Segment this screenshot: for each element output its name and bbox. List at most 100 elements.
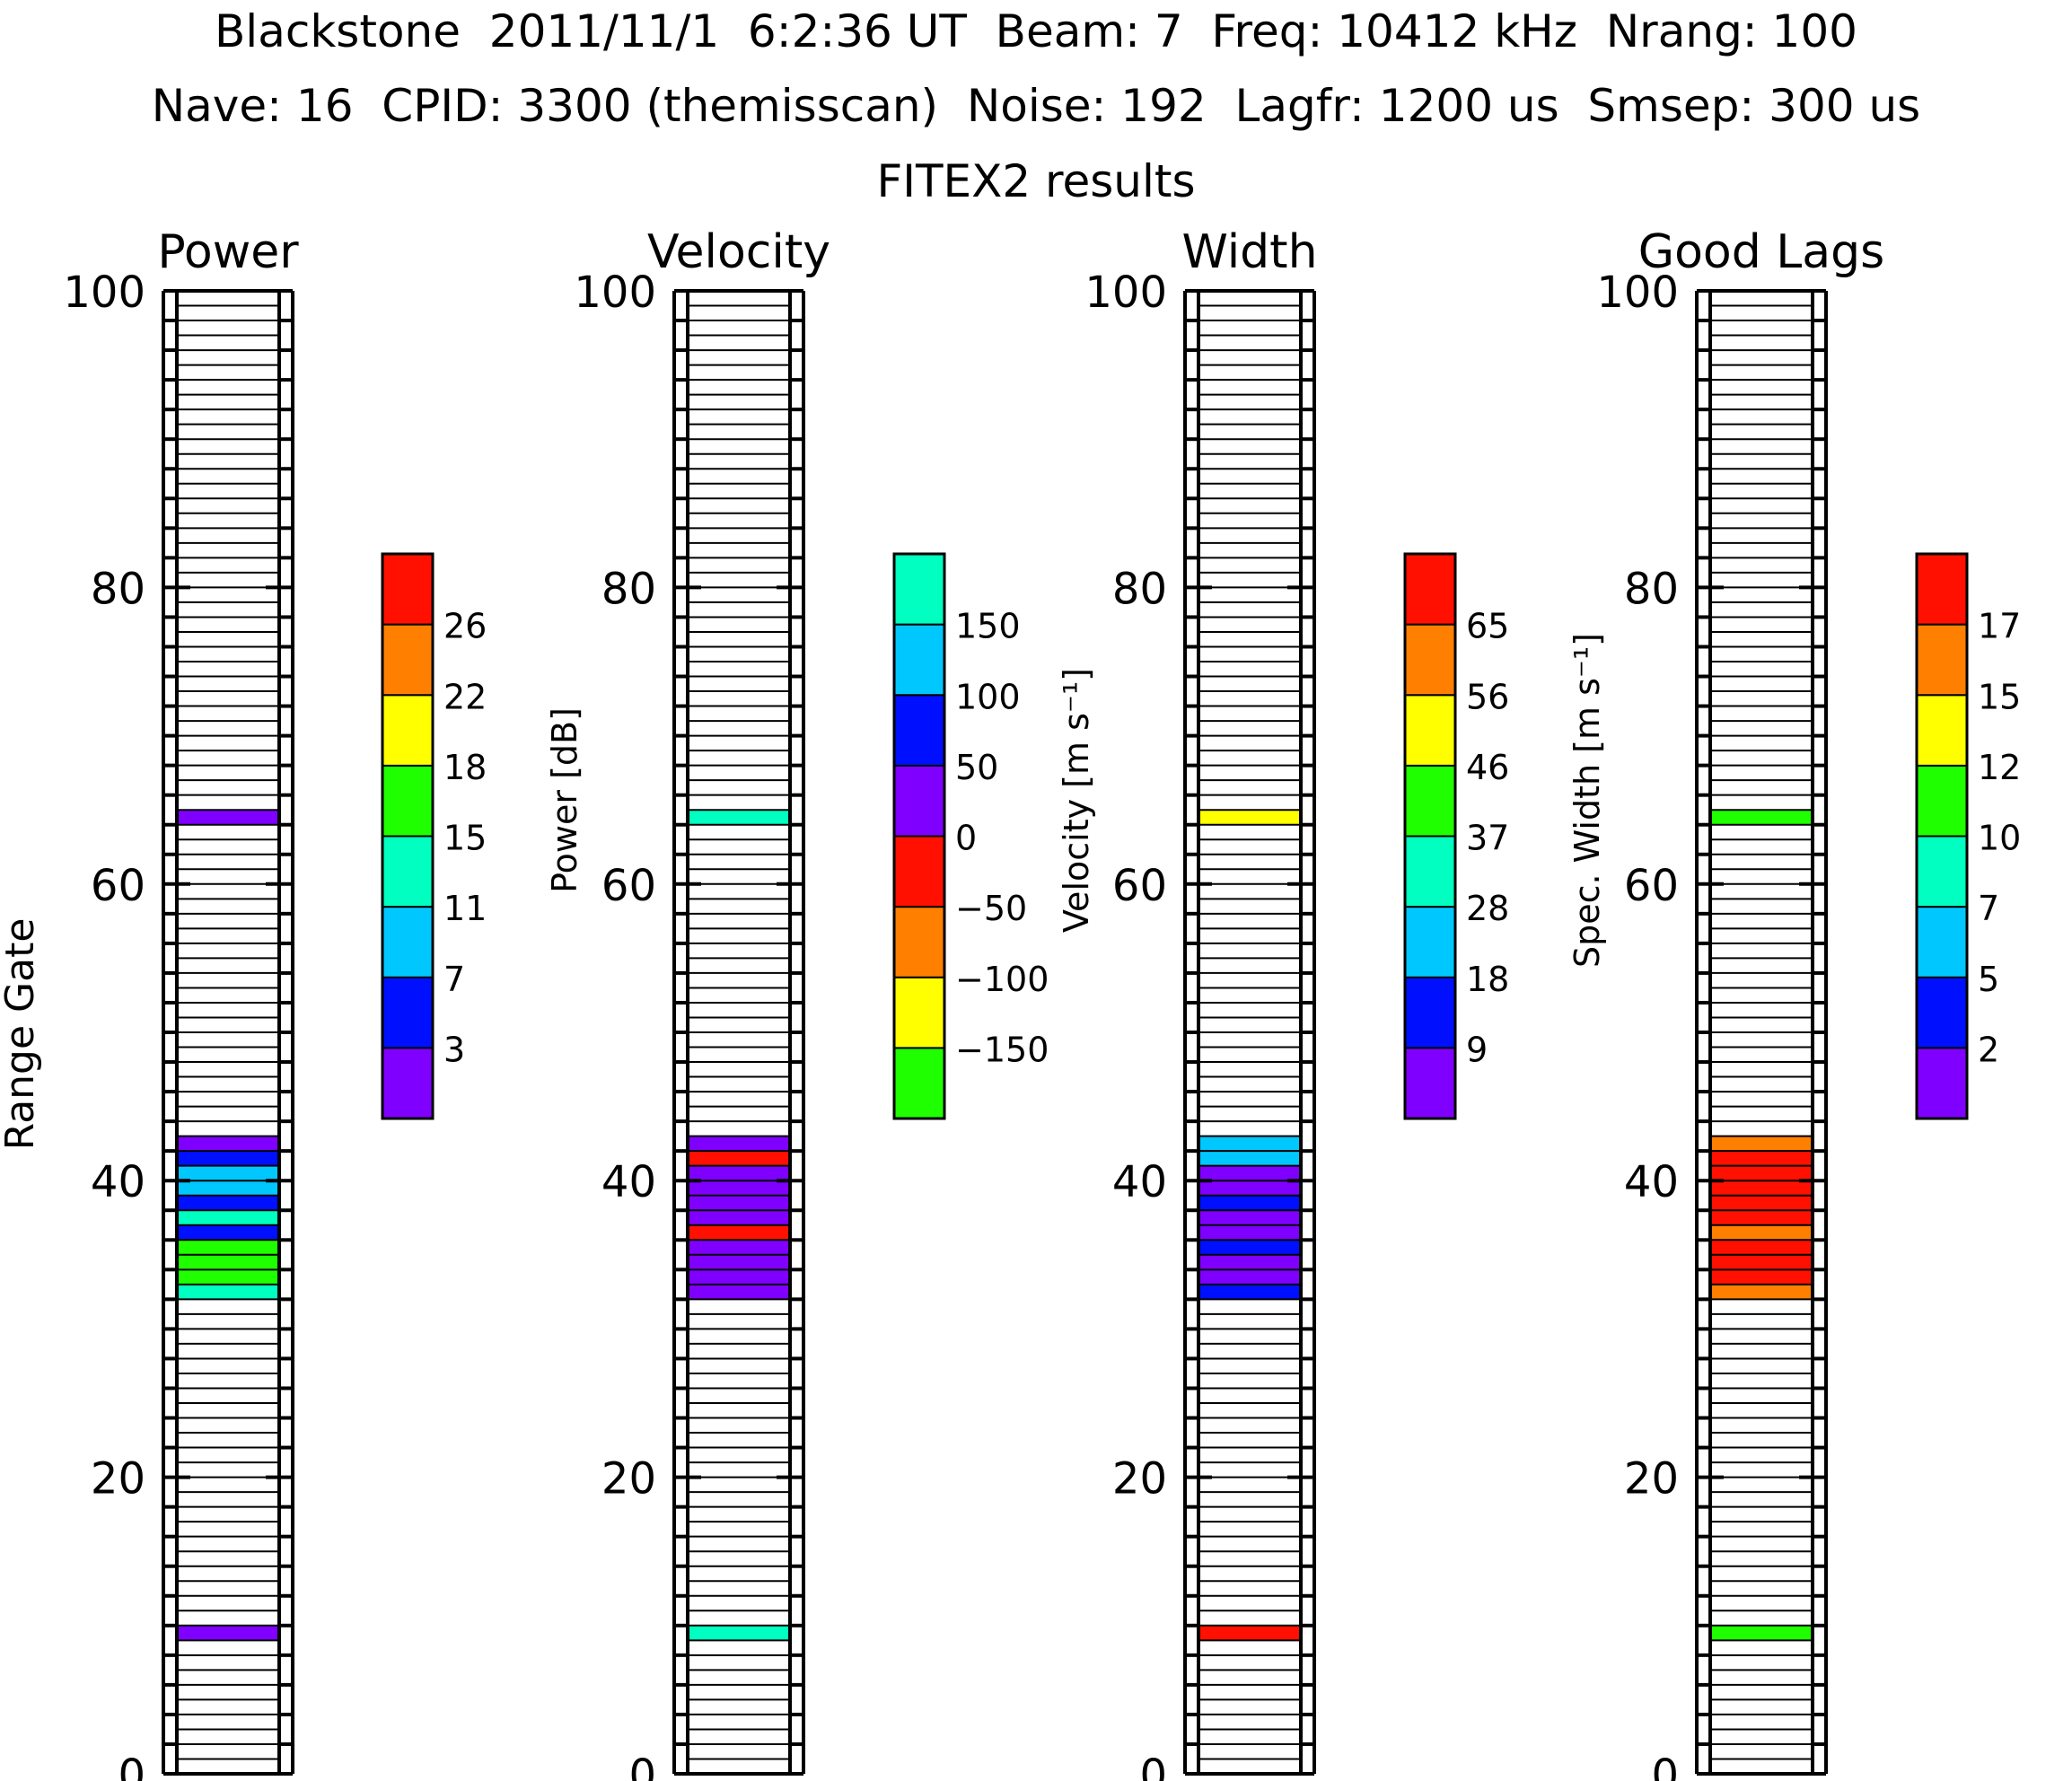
gate-cell — [177, 810, 279, 825]
panel-2: Width 0 20 40 60 80 100 9 18 28 37 46 56 65 Spec. Widt… — [1084, 225, 1607, 1781]
colorbar-tick-label: 37 — [1466, 819, 1509, 858]
gate-cell — [177, 1180, 279, 1196]
gate-cell — [177, 1625, 279, 1641]
gate-cell — [1198, 1254, 1301, 1270]
header-results-line: FITEX2 results — [876, 155, 1196, 207]
gate-cell — [1198, 1224, 1301, 1241]
gate-cell — [1198, 1210, 1301, 1225]
colorbar-bin — [1404, 694, 1456, 767]
y-tick-label: 80 — [1112, 564, 1167, 614]
colorbar-bin — [1404, 906, 1456, 978]
y-tick-label: 0 — [1139, 1750, 1167, 1781]
gate-cell — [1710, 1180, 1813, 1196]
colorbar-title: Power [dB] — [545, 707, 584, 893]
colorbar-bin — [1916, 1047, 1968, 1119]
gate-cell — [688, 1254, 790, 1270]
gate-cell — [1198, 1284, 1301, 1300]
colorbar-bin — [382, 694, 434, 767]
colorbar-bin — [893, 694, 945, 767]
colorbar-tick-label: −150 — [955, 1030, 1049, 1069]
colorbar-tick-label: 9 — [1466, 1030, 1488, 1069]
gate-cell — [1710, 1195, 1813, 1211]
gate-cell — [177, 1136, 279, 1152]
y-tick-label: 20 — [1624, 1454, 1679, 1505]
gate-cell — [177, 1269, 279, 1285]
gate-cell — [688, 1210, 790, 1225]
colorbar-frame — [1915, 552, 1969, 1120]
header-site-line: Blackstone 2011/11/1 6:2:36 UT Beam: 7 F… — [215, 5, 1857, 57]
gate-cell — [1710, 1240, 1813, 1255]
gate-cell — [1710, 1284, 1813, 1300]
gate-cell — [1198, 1195, 1301, 1211]
colorbar-tick-label: 15 — [443, 819, 487, 858]
y-tick-label: 40 — [601, 1157, 656, 1207]
colorbar-bin — [893, 623, 945, 697]
colorbar-bin — [382, 623, 434, 697]
colorbar-bin — [382, 976, 434, 1049]
column-frame — [686, 289, 792, 1776]
colorbar-tick-label: 18 — [1466, 960, 1509, 999]
colorbar-tick-label: 17 — [1978, 607, 2021, 646]
gate-cell — [177, 1210, 279, 1225]
colorbar-bin — [1404, 623, 1456, 697]
y-tick-label: 40 — [1624, 1157, 1679, 1207]
gate-cell — [1198, 1240, 1301, 1255]
colorbar-tick-label: 50 — [955, 748, 998, 787]
colorbar-bin — [893, 764, 945, 838]
colorbar-bin — [1404, 1047, 1456, 1119]
panel-0: Power 0 20 40 60 80 100 Range Gate 3 7 11 15 18 22 26 P… — [0, 225, 584, 1781]
y-tick-label: 0 — [1651, 1750, 1679, 1781]
gate-cell — [688, 810, 790, 825]
y-tick-label: 0 — [118, 1750, 145, 1781]
gate-cell — [1198, 810, 1301, 825]
panel-1: Velocity 0 20 40 60 80 100 −150 −100 −50 0 50 100 150… — [574, 225, 1096, 1781]
colorbar-bin — [893, 976, 945, 1049]
y-tick-label: 80 — [91, 564, 145, 614]
gate-cell — [177, 1224, 279, 1241]
colorbar-tick-label: 12 — [1978, 748, 2021, 787]
colorbar-tick-label: 150 — [955, 607, 1021, 646]
colorbar-frame — [1403, 552, 1457, 1120]
colorbar-bin — [1916, 694, 1968, 767]
y-axis-title: Range Gate — [0, 918, 43, 1151]
colorbar-bin — [1916, 553, 1968, 626]
colorbar-bin — [382, 1047, 434, 1119]
colorbar-tick-label: −100 — [955, 960, 1049, 999]
gate-cell — [177, 1254, 279, 1270]
gate-cell — [1198, 1151, 1301, 1166]
colorbar-bin — [1404, 835, 1456, 908]
colorbar-title: Spec. Width [m s⁻¹] — [1567, 633, 1607, 968]
colorbar-bin — [382, 906, 434, 978]
panel-title: Power — [157, 225, 299, 279]
colorbar-bin — [382, 764, 434, 838]
colorbar-bin — [1404, 976, 1456, 1049]
colorbar-tick-label: 11 — [443, 889, 487, 928]
colorbar-tick-label: 46 — [1466, 748, 1509, 787]
column-frame — [175, 289, 281, 1776]
gate-cell — [1710, 1151, 1813, 1166]
colorbar-tick-label: 15 — [1978, 677, 2021, 716]
colorbar-frame — [381, 552, 435, 1120]
y-tick-label: 80 — [601, 564, 656, 614]
column-frame — [1708, 289, 1814, 1776]
y-tick-label: 40 — [91, 1157, 145, 1207]
panel-title: Good Lags — [1638, 225, 1884, 279]
colorbar-bin — [1916, 623, 1968, 697]
y-tick-label: 20 — [601, 1454, 656, 1505]
gate-cell — [1710, 1210, 1813, 1225]
colorbar-tick-label: 0 — [955, 819, 977, 858]
colorbar-title: Velocity [m s⁻¹] — [1057, 668, 1096, 933]
colorbar-bin — [893, 906, 945, 978]
colorbar-bin — [1916, 764, 1968, 838]
y-tick-label: 60 — [601, 861, 656, 911]
gate-cell — [177, 1151, 279, 1166]
gate-cell — [177, 1284, 279, 1300]
gate-cell — [688, 1165, 790, 1181]
gate-cell — [1198, 1136, 1301, 1152]
colorbar-bin — [382, 553, 434, 626]
gate-cell — [688, 1240, 790, 1255]
gate-cell — [688, 1195, 790, 1211]
colorbar-bin — [893, 1047, 945, 1119]
